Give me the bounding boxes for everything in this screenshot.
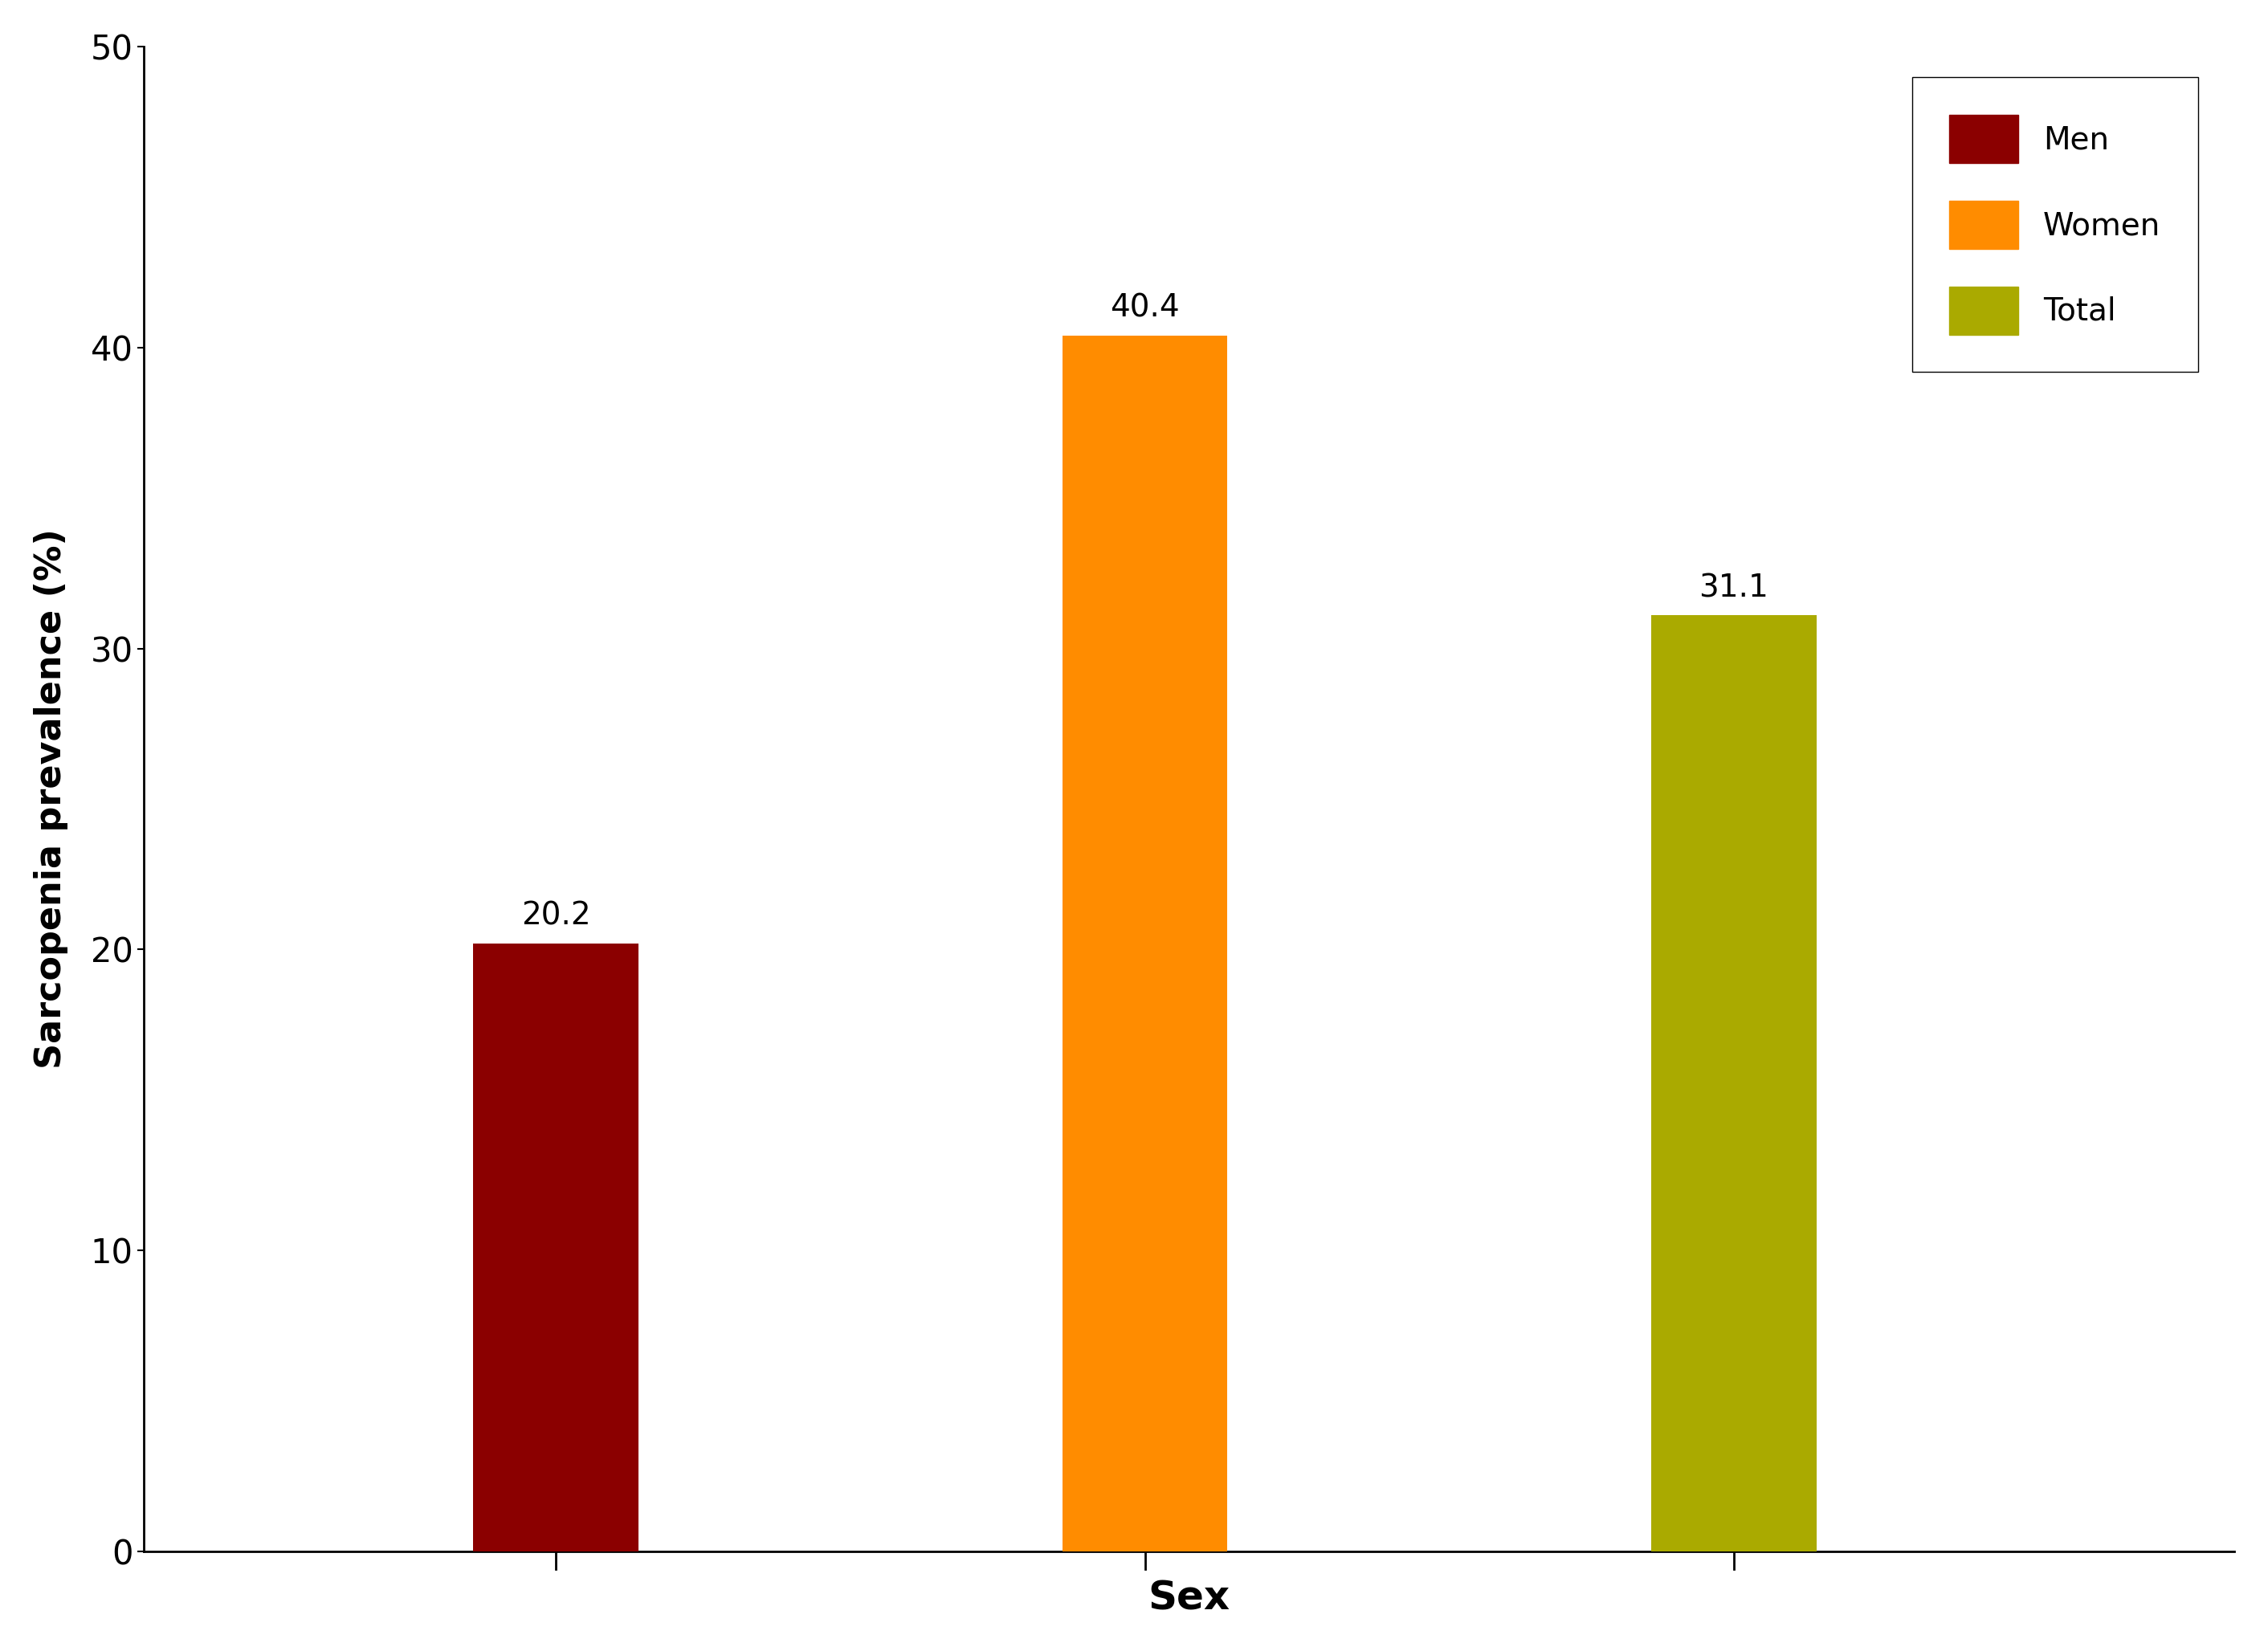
Y-axis label: Sarcopenia prevalence (%): Sarcopenia prevalence (%)	[34, 528, 68, 1070]
Bar	[474, 943, 637, 1550]
Text: 40.4: 40.4	[1109, 292, 1179, 324]
Bar	[1651, 616, 1817, 1550]
X-axis label: Sex: Sex	[1148, 1578, 1229, 1618]
Bar	[1061, 335, 1227, 1550]
Text: 20.2: 20.2	[522, 901, 590, 931]
Text: 31.1: 31.1	[1699, 573, 1769, 603]
Legend: Men, Women, Total: Men, Women, Total	[1912, 78, 2198, 371]
